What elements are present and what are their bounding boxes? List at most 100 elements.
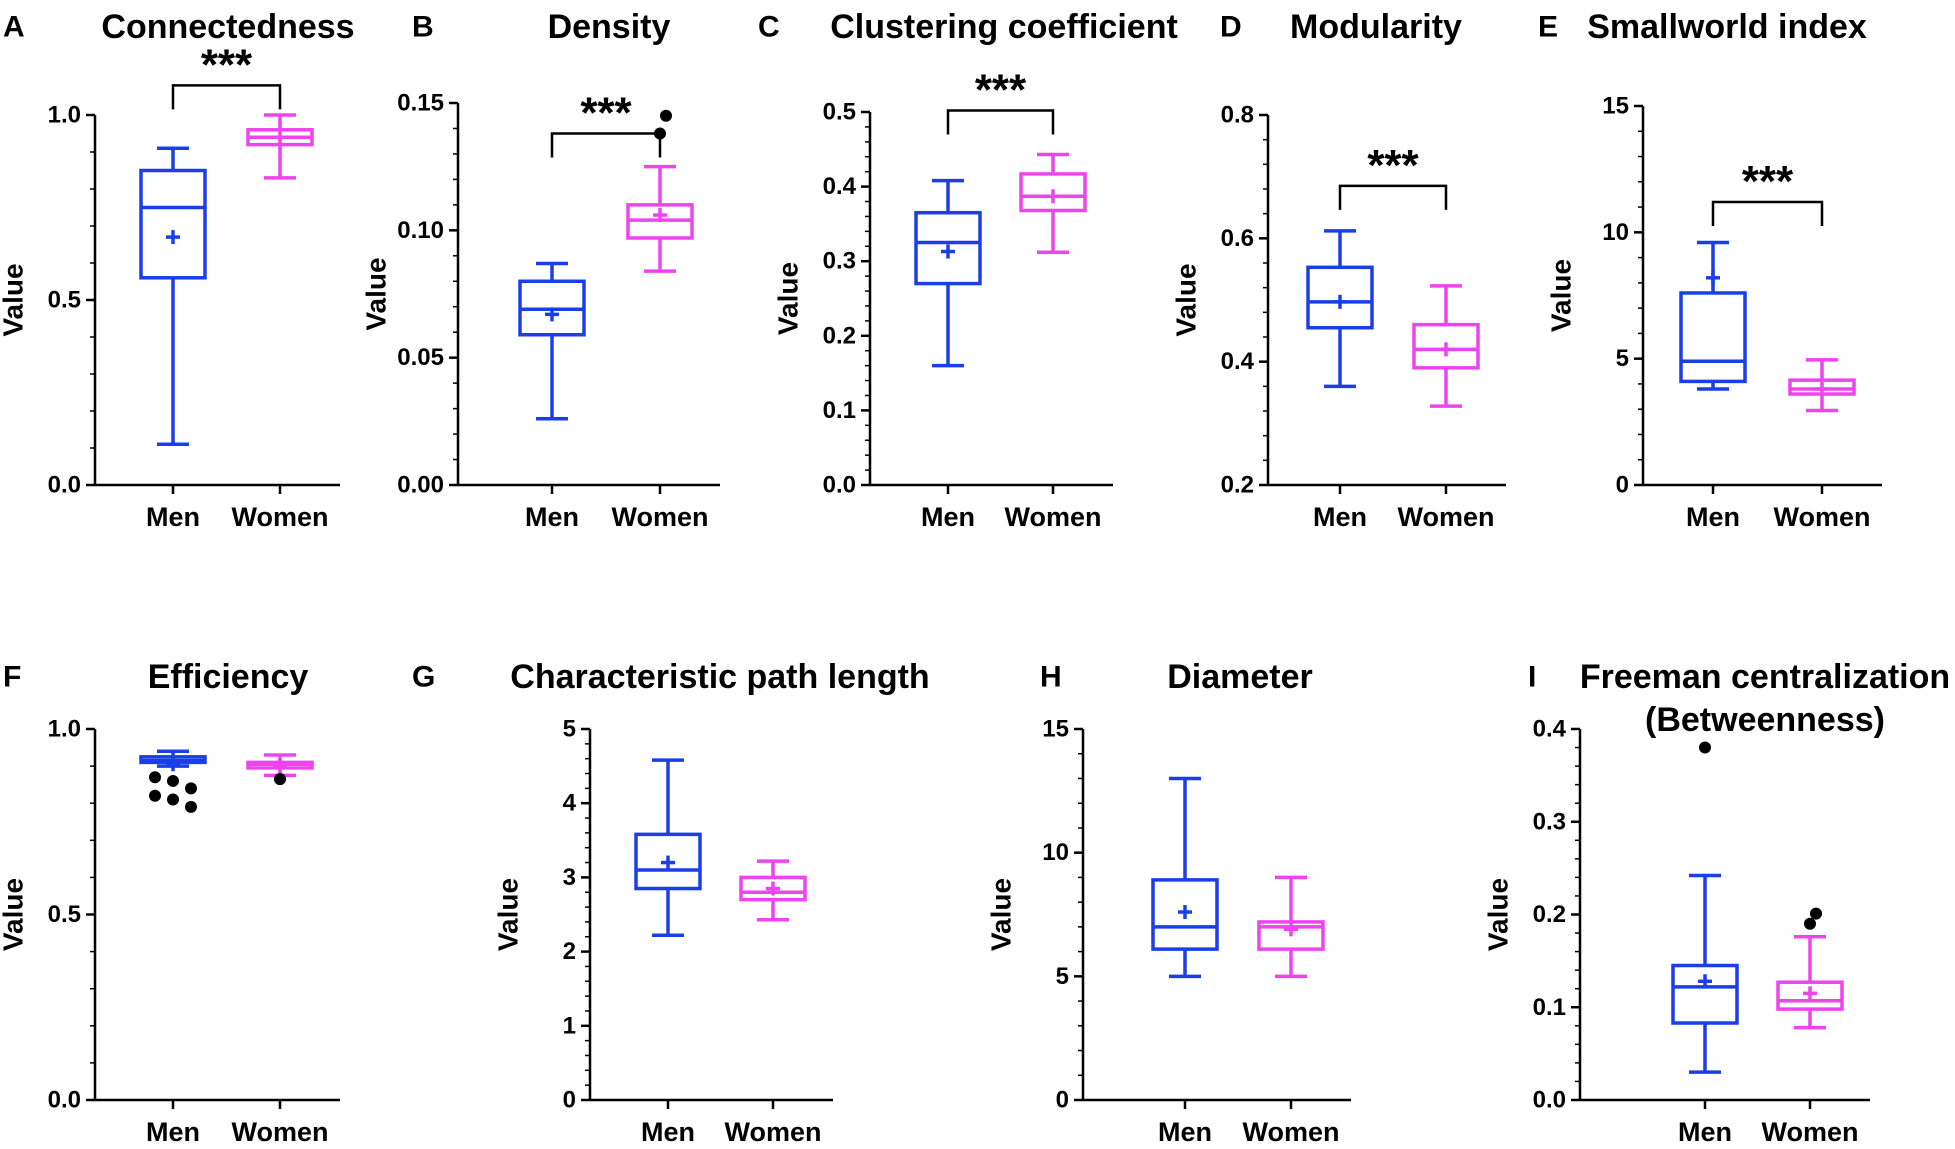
box-men — [1679, 240, 1747, 391]
y-tick-label: 0 — [563, 1087, 576, 1114]
y-tick-label: 1 — [563, 1012, 576, 1039]
x-category-label: Women — [1761, 1117, 1858, 1147]
y-axis-label: Value — [1546, 259, 1577, 332]
y-tick-label: 0.10 — [397, 217, 444, 244]
y-tick-label: 0.0 — [1533, 1087, 1566, 1114]
outlier-point — [660, 109, 672, 122]
box-men — [1306, 229, 1374, 389]
y-tick-label: 4 — [563, 790, 577, 817]
panel-title: Modularity — [1290, 8, 1462, 46]
y-tick-label: 10 — [1602, 219, 1629, 246]
x-category-label: Women — [231, 502, 328, 532]
x-category-label: Women — [724, 1117, 821, 1147]
significance-bracket: *** — [1338, 141, 1448, 210]
outlier-point — [274, 773, 286, 786]
iqr-box — [1151, 878, 1219, 951]
y-axis-label: Value — [986, 878, 1017, 951]
panel-a: A Connectedness 0.0 0.5 1.0 Value Men Women *** — [0, 8, 355, 532]
box-men — [139, 749, 207, 813]
box-women — [246, 753, 314, 786]
y-tick-label: 0.8 — [1221, 102, 1254, 129]
y-tick-label: 0.4 — [1533, 716, 1567, 743]
y-tick-label: 0.0 — [823, 472, 856, 499]
y-tick-label: 3 — [563, 864, 576, 891]
y-tick-label: 15 — [1042, 716, 1069, 743]
x-category-label: Men — [1313, 502, 1367, 532]
y-tick-label: 10 — [1042, 839, 1069, 866]
box-women — [1019, 152, 1087, 254]
y-tick-label: 0.5 — [823, 99, 856, 126]
panel-letter: B — [412, 11, 434, 44]
y-axis-label: Value — [1171, 263, 1202, 336]
y-tick-label: 5 — [1616, 345, 1629, 372]
box-men — [518, 261, 586, 421]
panel-letter: C — [758, 11, 780, 44]
bracket-line — [550, 132, 662, 158]
y-tick-label: 0.15 — [397, 90, 444, 117]
y-tick-label: 0.1 — [1533, 994, 1566, 1021]
y-axis-label: Value — [1483, 878, 1514, 951]
panel-c: C Clustering coefficient 0.0 0.1 0.2 0.3 0.4 0.… — [758, 8, 1178, 532]
iqr-box — [1671, 963, 1739, 1025]
panel-title: Smallworld index — [1587, 8, 1867, 46]
y-tick-label: 0.1 — [823, 397, 856, 424]
iqr-box — [1412, 322, 1480, 370]
bracket-line — [946, 109, 1055, 135]
significance-label: *** — [1742, 157, 1794, 206]
iqr-box — [914, 210, 982, 286]
x-category-label: Men — [641, 1117, 695, 1147]
iqr-box — [1257, 920, 1325, 951]
x-category-label: Men — [921, 502, 975, 532]
y-tick-label: 5 — [1056, 963, 1069, 990]
panel-title-line2: (Betweenness) — [1645, 701, 1885, 739]
y-tick-label: 5 — [563, 716, 576, 743]
panel-letter: A — [3, 11, 25, 44]
outlier-point — [167, 774, 179, 787]
iqr-box — [139, 168, 207, 280]
outlier-point — [167, 793, 179, 806]
panel-title: Efficiency — [148, 658, 309, 696]
panel-title: Density — [548, 8, 671, 46]
y-axis-label: Value — [0, 263, 29, 336]
x-category-label: Women — [1242, 1117, 1339, 1147]
y-tick-label: 0.2 — [1533, 901, 1566, 928]
y-axis-label: Value — [493, 878, 524, 951]
iqr-box — [1776, 980, 1844, 1011]
box-women — [1257, 875, 1325, 979]
y-tick-label: 0.05 — [397, 344, 444, 371]
y-tick-label: 0.0 — [48, 1087, 81, 1114]
panel-title: Freeman centralization — [1580, 658, 1950, 696]
panel-i: I Freeman centralization (Betweenness) 0.0 0… — [1483, 658, 1951, 1147]
box-women — [1776, 907, 1844, 1030]
x-category-label: Men — [146, 502, 200, 532]
panel-letter: D — [1220, 11, 1242, 44]
x-category-label: Men — [1686, 502, 1740, 532]
y-axis-label: Value — [361, 257, 392, 330]
panel-g: G Characteristic path length 0 1 2 3 4 5 Value Me… — [412, 658, 930, 1147]
y-tick-label: 0.4 — [823, 173, 857, 200]
y-tick-label: 0.2 — [1221, 472, 1254, 499]
x-category-label: Men — [146, 1117, 200, 1147]
outlier-point — [1810, 907, 1822, 920]
outlier-point — [149, 789, 161, 802]
panel-f: F Efficiency 0.0 0.5 1.0 Value Men Women — [0, 658, 340, 1147]
y-tick-label: 0.5 — [48, 901, 81, 928]
box-men — [1671, 741, 1739, 1074]
iqr-box — [1019, 172, 1087, 213]
significance-bracket: *** — [171, 40, 282, 110]
iqr-box — [1306, 265, 1374, 330]
bracket-line — [1338, 184, 1448, 210]
x-category-label: Women — [1004, 502, 1101, 532]
box-women — [739, 859, 807, 922]
x-category-label: Women — [611, 502, 708, 532]
significance-bracket: *** — [946, 66, 1055, 135]
panel-title: Connectedness — [101, 8, 354, 46]
significance-label: *** — [201, 40, 253, 89]
panel-h: H Diameter 0 5 10 15 Value Men Women — [986, 658, 1351, 1147]
y-tick-label: 0.4 — [1221, 348, 1255, 375]
y-tick-label: 0.3 — [1533, 808, 1566, 835]
x-category-label: Men — [1158, 1117, 1212, 1147]
y-tick-label: 0.3 — [823, 248, 856, 275]
significance-bracket: *** — [1711, 157, 1824, 227]
panel-letter: G — [412, 661, 435, 694]
